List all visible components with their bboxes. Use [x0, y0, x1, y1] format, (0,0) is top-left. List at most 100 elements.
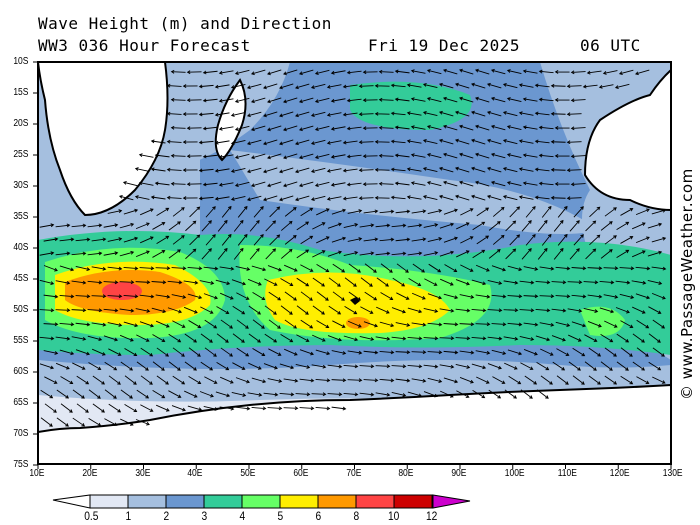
direction-arrow	[455, 336, 471, 341]
direction-arrow	[234, 69, 250, 75]
direction-arrow	[556, 348, 570, 356]
direction-arrow	[327, 392, 343, 397]
direction-arrow	[534, 195, 550, 200]
direction-arrow	[283, 69, 298, 76]
direction-arrow	[506, 153, 522, 159]
direction-arrow	[588, 375, 601, 385]
direction-arrow	[620, 347, 633, 357]
direction-arrow	[283, 153, 298, 160]
direction-arrow	[263, 167, 278, 174]
direction-arrow	[459, 180, 474, 187]
direction-arrow	[221, 233, 232, 246]
direction-arrow	[358, 140, 374, 145]
direction-arrow	[186, 98, 202, 103]
direction-arrow	[491, 322, 507, 327]
direction-arrow	[235, 266, 251, 271]
direction-arrow	[632, 306, 646, 314]
direction-arrow	[214, 140, 230, 145]
direction-arrow	[170, 181, 186, 186]
direction-arrow	[406, 167, 422, 172]
colorbar-swatch	[355, 494, 395, 509]
direction-arrow	[204, 319, 218, 329]
direction-arrow	[379, 237, 395, 242]
direction-arrow	[573, 206, 584, 218]
forecast-time: 06 UTC	[580, 36, 641, 55]
direction-arrow	[456, 250, 470, 258]
direction-arrow	[600, 249, 613, 259]
direction-arrow	[394, 125, 410, 130]
direction-arrow	[614, 83, 630, 90]
direction-arrow	[455, 308, 471, 313]
direction-arrow	[567, 308, 583, 313]
direction-arrow	[170, 97, 186, 102]
direction-arrow	[364, 291, 378, 301]
direction-arrow	[92, 403, 105, 413]
colorbar-swatch	[317, 494, 357, 509]
direction-arrow	[375, 251, 391, 256]
direction-arrow	[566, 196, 582, 201]
direction-arrow	[460, 208, 474, 216]
direction-arrow	[488, 221, 501, 231]
direction-arrow	[423, 336, 439, 341]
direction-arrow	[459, 152, 474, 159]
direction-arrow	[202, 154, 218, 159]
direction-arrow	[647, 279, 663, 285]
direction-arrow	[492, 206, 505, 217]
direction-arrow	[589, 206, 601, 218]
direction-arrow	[507, 265, 523, 272]
direction-arrow	[267, 378, 283, 383]
direction-arrow	[396, 263, 409, 273]
direction-arrow	[280, 305, 293, 315]
direction-arrow	[168, 249, 181, 259]
direction-arrow	[172, 235, 185, 245]
direction-arrow	[75, 349, 90, 356]
direction-arrow	[390, 167, 406, 172]
direction-arrow	[362, 98, 378, 103]
direction-arrow	[76, 375, 90, 385]
direction-arrow	[202, 98, 218, 103]
direction-arrow	[471, 194, 486, 201]
direction-arrow	[636, 347, 649, 357]
direction-arrow	[283, 125, 298, 132]
direction-arrow	[205, 206, 216, 218]
direction-arrow	[346, 70, 362, 75]
direction-arrow	[362, 154, 378, 159]
direction-arrow	[332, 320, 346, 328]
direction-arrow	[123, 236, 139, 243]
direction-arrow	[188, 320, 202, 329]
direction-arrow	[568, 334, 582, 342]
lat-label: 45S	[13, 273, 29, 284]
direction-arrow	[539, 294, 555, 299]
direction-arrow	[602, 70, 618, 75]
axis-ticks	[33, 61, 672, 469]
direction-arrow	[265, 220, 277, 232]
direction-arrow	[326, 168, 342, 173]
direction-arrow	[502, 195, 518, 201]
direction-arrow	[203, 266, 219, 271]
direction-arrow	[538, 69, 554, 74]
direction-arrow	[652, 376, 666, 384]
direction-arrow	[250, 69, 266, 76]
direction-arrow	[198, 112, 214, 117]
direction-arrow	[599, 280, 615, 285]
direction-arrow	[88, 389, 101, 399]
direction-arrow	[232, 333, 245, 343]
direction-arrow	[72, 389, 85, 399]
direction-arrow	[250, 153, 266, 160]
direction-arrow	[232, 362, 246, 370]
colorbar-label: 8	[353, 509, 360, 523]
direction-arrow	[342, 196, 358, 201]
direction-arrow	[423, 308, 439, 313]
direction-arrow	[411, 322, 427, 327]
direction-arrow	[103, 335, 119, 342]
direction-arrow	[599, 307, 615, 314]
direction-arrow	[651, 266, 667, 271]
direction-arrow	[187, 293, 203, 300]
direction-arrow	[139, 266, 155, 271]
direction-arrow	[652, 347, 665, 357]
direction-arrow	[343, 223, 359, 229]
direction-arrow	[120, 361, 134, 371]
direction-arrow	[378, 125, 394, 130]
direction-arrow	[91, 348, 106, 356]
colorbar-label: 0.5	[84, 509, 99, 523]
